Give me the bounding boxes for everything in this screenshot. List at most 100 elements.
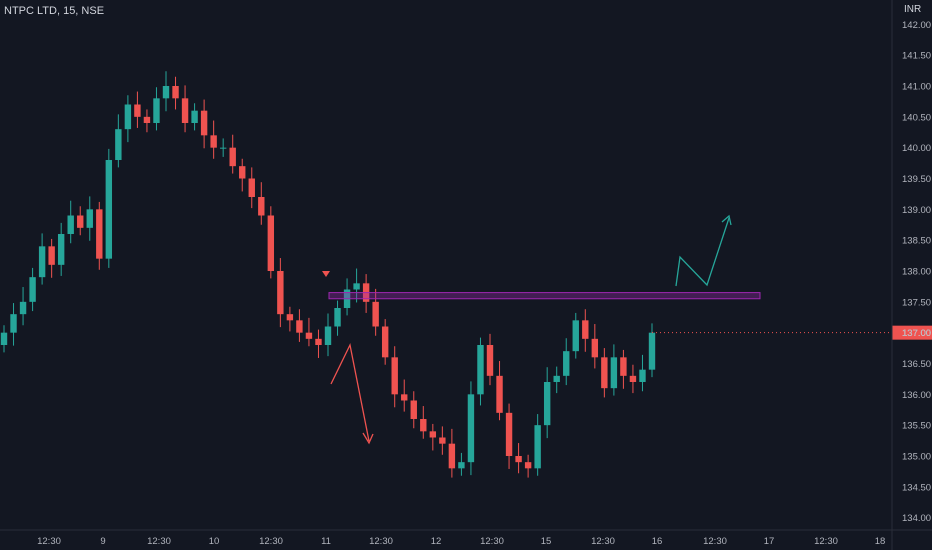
price-tick-label: 140.00 bbox=[902, 143, 931, 154]
candle-body bbox=[248, 178, 255, 197]
bullish-projection-arrow bbox=[675, 217, 730, 287]
candle-body bbox=[401, 394, 408, 401]
candle-body bbox=[477, 345, 484, 395]
marker-triangle bbox=[322, 271, 330, 277]
resistance-zone bbox=[328, 292, 761, 300]
candle-body bbox=[10, 314, 17, 333]
candle-body bbox=[372, 301, 379, 327]
candle-body bbox=[115, 129, 122, 160]
candle-body bbox=[57, 234, 65, 265]
candle-body bbox=[305, 332, 313, 339]
price-tick-label: 141.50 bbox=[902, 51, 931, 62]
time-tick-label: 12:30 bbox=[37, 536, 61, 547]
price-tick-label: 142.00 bbox=[902, 20, 931, 31]
candle-body bbox=[543, 382, 551, 426]
currency-label: INR bbox=[904, 4, 922, 15]
candle-body bbox=[210, 135, 217, 148]
candle-body bbox=[267, 215, 275, 271]
price-tick-label: 141.00 bbox=[902, 82, 931, 93]
time-tick-label: 16 bbox=[652, 536, 663, 547]
time-tick-label: 12:30 bbox=[259, 536, 283, 547]
candle-body bbox=[420, 419, 427, 432]
time-tick-label: 12:30 bbox=[591, 536, 615, 547]
candle-body bbox=[629, 375, 637, 382]
price-axis: 142.00 141.50 141.00 140.50 140.00 139.50 139.… bbox=[891, 0, 931, 550]
candle-body bbox=[296, 320, 303, 333]
candle-body bbox=[639, 369, 646, 382]
time-tick-label: 18 bbox=[875, 536, 886, 547]
time-tick-label: 12:30 bbox=[703, 536, 727, 547]
candle-body bbox=[505, 412, 513, 456]
time-tick-label: 12:30 bbox=[814, 536, 838, 547]
candle-body bbox=[77, 215, 84, 228]
candle-body bbox=[496, 375, 503, 413]
candle-body bbox=[486, 345, 494, 376]
candle-body bbox=[286, 314, 294, 321]
candle-body bbox=[334, 308, 341, 327]
price-tick-label: 135.00 bbox=[902, 452, 931, 463]
candle-body bbox=[181, 98, 189, 123]
bearish-arrow-head bbox=[362, 432, 374, 445]
candle-body bbox=[648, 332, 656, 370]
candle-body bbox=[86, 209, 93, 228]
candle-body bbox=[610, 357, 618, 389]
candle-body bbox=[391, 357, 398, 395]
candle-body bbox=[229, 147, 236, 167]
time-tick-label: 11 bbox=[321, 536, 331, 547]
symbol-title: NTPC LTD, 15, NSE bbox=[4, 5, 105, 17]
time-tick-label: 12:30 bbox=[480, 536, 504, 547]
candle-body bbox=[0, 332, 8, 345]
candle-body bbox=[124, 104, 132, 130]
candle-body bbox=[439, 437, 446, 444]
candle-body bbox=[19, 301, 27, 315]
price-tick-label: 140.50 bbox=[902, 112, 931, 123]
candle-body bbox=[200, 110, 208, 136]
candle-body bbox=[353, 283, 360, 290]
candle-body bbox=[134, 104, 141, 117]
candle-body bbox=[601, 357, 608, 389]
bullish-arrow-head bbox=[721, 214, 732, 226]
candle-body bbox=[381, 326, 389, 358]
candle-body bbox=[591, 338, 599, 358]
time-tick-label: 12:30 bbox=[147, 536, 171, 547]
last-price-badge bbox=[892, 325, 932, 340]
price-tick-label: 138.50 bbox=[902, 236, 931, 247]
candle-body bbox=[258, 197, 265, 216]
overlays: 137.00 bbox=[322, 214, 932, 445]
price-tick-label: 136.50 bbox=[902, 359, 931, 370]
candle-body bbox=[553, 375, 560, 382]
bearish-projection-arrow bbox=[330, 342, 370, 442]
price-tick-label: 136.00 bbox=[902, 390, 931, 401]
price-tick-label: 139.00 bbox=[902, 205, 931, 216]
price-tick-label: 134.50 bbox=[902, 482, 931, 493]
price-tick-label: 139.50 bbox=[902, 174, 931, 185]
candle-body bbox=[29, 277, 36, 302]
candle-body bbox=[315, 338, 322, 345]
candle-body bbox=[67, 215, 74, 234]
time-tick-label: 9 bbox=[100, 536, 105, 547]
candle-body bbox=[458, 462, 465, 469]
time-tick-label: 17 bbox=[764, 536, 775, 547]
candle-body bbox=[524, 462, 532, 469]
candle-body bbox=[572, 320, 579, 352]
candle-body bbox=[534, 425, 541, 469]
candle-body bbox=[448, 443, 456, 469]
time-tick-label: 15 bbox=[541, 536, 552, 547]
candle-body bbox=[105, 160, 113, 259]
candle-body bbox=[172, 86, 179, 99]
candle-body bbox=[162, 86, 170, 99]
candle-body bbox=[582, 320, 589, 339]
price-tick-label: 138.00 bbox=[902, 267, 931, 278]
candle-body bbox=[563, 351, 570, 376]
time-axis: 12:30 9 12:30 10 12:30 11 12:30 12 12:30 15 12:30 1… bbox=[0, 529, 932, 547]
candle-body bbox=[96, 209, 103, 259]
candle-body bbox=[429, 431, 437, 438]
candle-body bbox=[620, 357, 627, 376]
last-price-label: 137.00 bbox=[902, 328, 931, 339]
candle-body bbox=[153, 98, 160, 123]
candle-body bbox=[219, 147, 227, 149]
price-tick-label: 134.00 bbox=[902, 513, 931, 524]
candle-body bbox=[48, 246, 55, 265]
candles bbox=[0, 71, 656, 478]
